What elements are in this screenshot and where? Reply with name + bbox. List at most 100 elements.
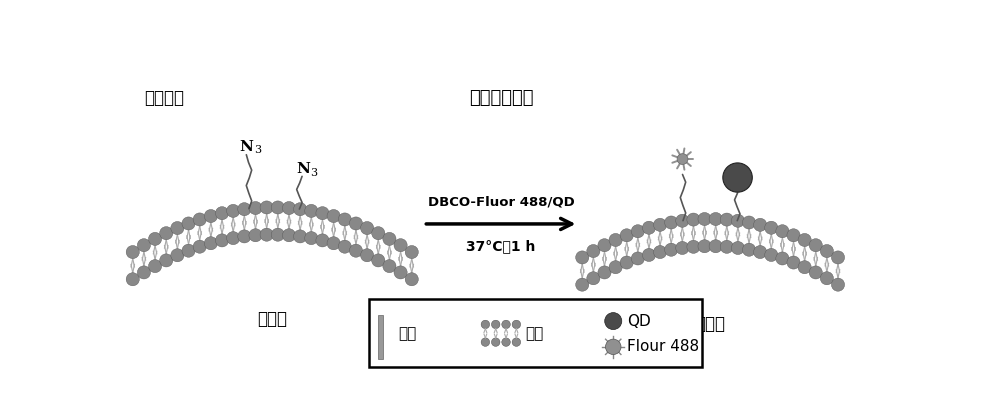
Circle shape xyxy=(372,227,385,240)
Circle shape xyxy=(776,252,789,265)
Circle shape xyxy=(676,214,689,227)
Text: 磷脂: 磷脂 xyxy=(526,326,544,341)
Circle shape xyxy=(798,233,811,247)
Circle shape xyxy=(349,244,363,257)
Circle shape xyxy=(776,225,789,238)
Circle shape xyxy=(349,217,363,230)
Circle shape xyxy=(481,320,490,329)
Circle shape xyxy=(193,240,206,253)
Circle shape xyxy=(653,218,667,231)
Circle shape xyxy=(665,243,678,256)
Circle shape xyxy=(606,339,621,354)
Circle shape xyxy=(642,248,656,262)
Circle shape xyxy=(383,260,396,272)
Circle shape xyxy=(587,245,600,258)
Bar xyxy=(378,315,383,359)
Circle shape xyxy=(605,312,622,329)
Circle shape xyxy=(182,244,195,257)
Circle shape xyxy=(294,203,307,216)
Circle shape xyxy=(491,338,500,347)
Circle shape xyxy=(831,278,845,291)
Circle shape xyxy=(609,261,622,274)
Circle shape xyxy=(171,249,184,262)
Text: Flour 488: Flour 488 xyxy=(627,339,699,354)
Circle shape xyxy=(731,214,745,227)
Circle shape xyxy=(260,201,273,214)
Circle shape xyxy=(327,237,340,250)
Text: 胆碱: 胆碱 xyxy=(398,326,416,341)
Circle shape xyxy=(642,221,656,234)
Circle shape xyxy=(502,320,510,329)
Circle shape xyxy=(587,272,600,285)
Circle shape xyxy=(576,251,589,264)
Circle shape xyxy=(809,266,822,279)
Circle shape xyxy=(598,239,611,252)
Circle shape xyxy=(383,233,396,245)
Circle shape xyxy=(249,229,262,242)
Circle shape xyxy=(294,230,307,243)
Circle shape xyxy=(361,249,374,262)
Circle shape xyxy=(137,266,150,279)
Circle shape xyxy=(620,229,633,242)
Text: DBCO-Fluor 488/QD: DBCO-Fluor 488/QD xyxy=(428,196,574,208)
Circle shape xyxy=(227,204,240,218)
Circle shape xyxy=(653,245,667,259)
Circle shape xyxy=(316,234,329,247)
Circle shape xyxy=(160,227,173,240)
Circle shape xyxy=(282,201,296,215)
Circle shape xyxy=(765,248,778,262)
Circle shape xyxy=(787,256,800,269)
Circle shape xyxy=(512,320,521,329)
Circle shape xyxy=(720,213,733,226)
Circle shape xyxy=(327,210,340,223)
Circle shape xyxy=(160,254,173,267)
Circle shape xyxy=(742,243,756,256)
Circle shape xyxy=(405,245,418,259)
Circle shape xyxy=(598,266,611,279)
Circle shape xyxy=(238,203,251,216)
Circle shape xyxy=(271,228,284,241)
Text: 细胞质: 细胞质 xyxy=(257,310,287,328)
Circle shape xyxy=(798,261,811,274)
Circle shape xyxy=(787,229,800,242)
Circle shape xyxy=(809,239,822,252)
Circle shape xyxy=(687,240,700,253)
Circle shape xyxy=(754,245,767,259)
Circle shape xyxy=(502,338,510,347)
Circle shape xyxy=(405,273,418,286)
Circle shape xyxy=(249,201,262,215)
Text: 细胞质: 细胞质 xyxy=(695,315,725,333)
Circle shape xyxy=(215,234,229,247)
Circle shape xyxy=(631,252,644,265)
Circle shape xyxy=(723,163,752,192)
Circle shape xyxy=(148,260,162,272)
Circle shape xyxy=(238,230,251,243)
Circle shape xyxy=(676,241,689,255)
Text: 细胞代谢: 细胞代谢 xyxy=(144,89,184,107)
Circle shape xyxy=(282,229,296,242)
Circle shape xyxy=(271,201,284,214)
Circle shape xyxy=(148,233,162,245)
Circle shape xyxy=(698,240,711,253)
Circle shape xyxy=(481,338,490,347)
Circle shape xyxy=(204,210,217,223)
Circle shape xyxy=(372,254,385,267)
Circle shape xyxy=(361,221,374,235)
Circle shape xyxy=(609,233,622,247)
Circle shape xyxy=(631,225,644,238)
Circle shape xyxy=(338,240,351,253)
Circle shape xyxy=(677,154,688,164)
Text: 3: 3 xyxy=(310,168,317,178)
Bar xyxy=(369,300,702,367)
Circle shape xyxy=(720,240,733,253)
Circle shape xyxy=(338,213,351,226)
Circle shape xyxy=(820,272,833,285)
Circle shape xyxy=(687,213,700,226)
Circle shape xyxy=(620,256,633,269)
Circle shape xyxy=(512,338,521,347)
Circle shape xyxy=(709,213,722,225)
Circle shape xyxy=(394,239,407,252)
Circle shape xyxy=(305,232,318,245)
Circle shape xyxy=(171,221,184,235)
Circle shape xyxy=(831,251,845,264)
